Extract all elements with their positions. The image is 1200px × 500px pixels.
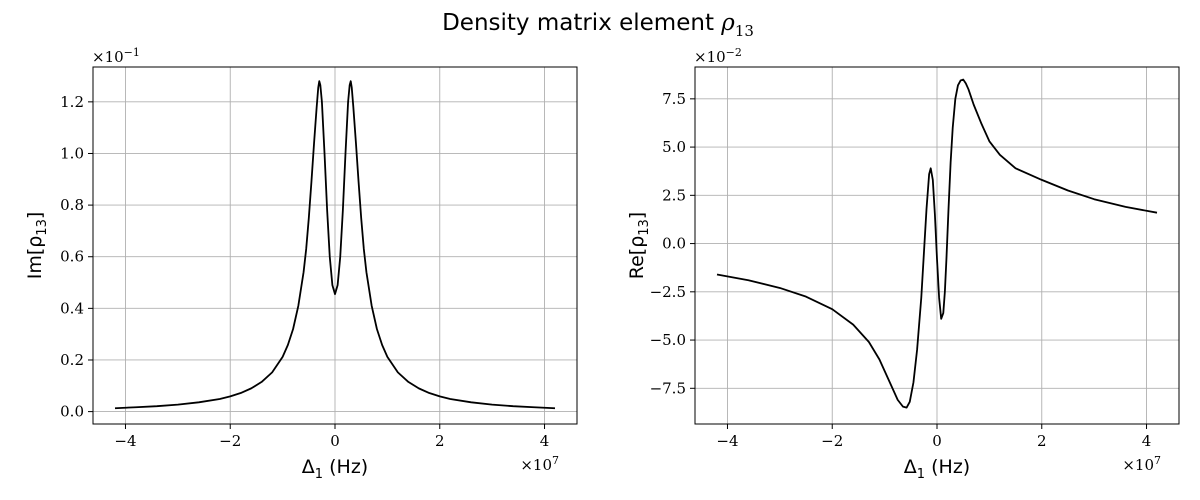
x-axis-label-unit: (Hz): [323, 456, 368, 478]
y-tick-label: 0.0: [662, 235, 686, 253]
y-tick-label: −2.5: [650, 283, 686, 301]
x-axis-label-symbol: Δ: [904, 456, 917, 478]
x-offset-exponent: 7: [552, 454, 559, 467]
y-offset-base: ×10: [92, 48, 124, 66]
figure-title: Density matrix element ρ13: [442, 10, 754, 40]
x-offset-base: ×10: [520, 456, 552, 474]
y-tick-label: 2.5: [662, 186, 686, 204]
series-line: [114, 80, 556, 410]
x-tick-label: −4: [716, 432, 738, 450]
y-tick-label: 0.4: [60, 299, 84, 317]
x-offset-label: ×107: [1122, 454, 1161, 474]
y-tick-label: 7.5: [662, 90, 686, 108]
y-tick-label: 0.0: [60, 403, 84, 421]
x-axis-label: Δ1 (Hz): [302, 456, 368, 482]
x-tick-label: −2: [219, 432, 241, 450]
figure-title-text: Density matrix element: [442, 10, 721, 36]
y-axis-label: Re[ρ13]: [626, 212, 652, 279]
y-tick-label: −5.0: [650, 331, 686, 349]
y-tick-label: −7.5: [650, 379, 686, 397]
chart-right-real: −4 −2 0 2 4 −7.5 −5.0 −2.5 0.0 2.5 5.0 7.5 Δ1 (Hz) Re…: [626, 46, 1180, 482]
x-axis-label-subscript: 1: [315, 467, 323, 482]
x-axis-label-unit: (Hz): [925, 456, 970, 478]
figure-title-subscript: 13: [735, 22, 754, 40]
y-axis-label-subscript: 13: [35, 219, 50, 236]
grid-lines: [93, 67, 577, 424]
x-tick-label: 2: [1037, 432, 1047, 450]
y-offset-exponent: −1: [124, 46, 140, 59]
x-axis-label-subscript: 1: [917, 467, 925, 482]
y-offset-label: ×10−2: [694, 46, 742, 66]
x-axis-label: Δ1 (Hz): [904, 456, 970, 482]
y-axis-label-main: Im[ρ: [24, 236, 46, 280]
x-axis-label-symbol: Δ: [302, 456, 315, 478]
x-offset-base: ×10: [1122, 456, 1154, 474]
y-axis-label: Im[ρ13]: [24, 212, 50, 280]
y-axis-label-close: ]: [626, 212, 648, 219]
x-tick-label: 4: [540, 432, 550, 450]
y-tick-label: 0.6: [60, 248, 84, 266]
y-axis-label-close: ]: [24, 212, 46, 219]
y-tick-label: 1.0: [60, 144, 84, 162]
figure-title-symbol: ρ: [720, 10, 735, 36]
x-tick-label: −2: [821, 432, 843, 450]
y-offset-label: ×10−1: [92, 46, 140, 66]
y-axis-label-subscript: 13: [637, 219, 652, 236]
x-tick-label: 2: [435, 432, 445, 450]
x-tick-label: −4: [114, 432, 136, 450]
y-tick-label: 0.2: [60, 351, 84, 369]
y-offset-base: ×10: [694, 48, 726, 66]
chart-left-imaginary: −4 −2 0 2 40.00.20.40.60.81.01.2Δ1 (Hz)Im[ρ1…: [24, 46, 578, 482]
x-offset-exponent: 7: [1154, 454, 1161, 467]
x-tick-label: 4: [1142, 432, 1152, 450]
x-tick-label: 0: [932, 432, 942, 450]
y-tick-label: 1.2: [60, 93, 84, 111]
series-line: [716, 78, 1158, 409]
y-axis-label-main: Re[ρ: [626, 236, 648, 280]
y-tick-label: 0.8: [60, 196, 84, 214]
y-offset-exponent: −2: [726, 46, 742, 59]
y-tick-label: 5.0: [662, 138, 686, 156]
x-offset-label: ×107: [520, 454, 559, 474]
x-tick-label: 0: [330, 432, 340, 450]
